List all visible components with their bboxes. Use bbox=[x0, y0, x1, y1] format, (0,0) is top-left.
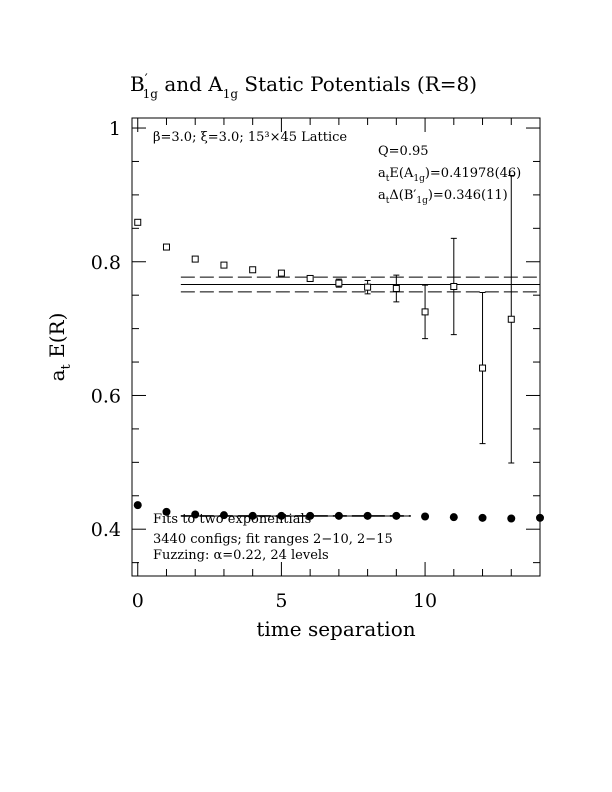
title-end: Static Potentials (R=8) bbox=[238, 72, 477, 96]
ylabel-a: a bbox=[45, 369, 69, 381]
plot-frame bbox=[131, 117, 541, 577]
square-marker bbox=[392, 284, 400, 292]
square-marker bbox=[249, 266, 257, 274]
x-axis-title: time separation bbox=[256, 617, 415, 641]
y-axis-title: at E(R) bbox=[45, 313, 74, 382]
data-point bbox=[277, 269, 285, 277]
square-marker bbox=[162, 243, 170, 251]
data-point bbox=[306, 274, 314, 282]
data-point bbox=[364, 279, 372, 295]
ylabel-sub: t bbox=[59, 363, 74, 369]
data-point bbox=[450, 237, 458, 336]
data-point bbox=[134, 218, 142, 226]
data-point bbox=[507, 514, 516, 523]
circle-marker bbox=[334, 511, 343, 520]
circle-marker bbox=[191, 510, 200, 519]
square-marker bbox=[507, 315, 515, 323]
annotation-fit-line1: Fits to two exponentials bbox=[153, 512, 311, 527]
data-point bbox=[421, 284, 429, 340]
annotation-gap: atΔ(B′1g)=0.346(11) bbox=[378, 188, 508, 206]
title-prime: ′ bbox=[145, 72, 148, 87]
data-point bbox=[191, 510, 200, 519]
square-marker bbox=[220, 261, 228, 269]
data-point bbox=[335, 278, 343, 288]
square-marker bbox=[450, 282, 458, 290]
x-tick-label: 5 bbox=[275, 590, 287, 612]
title-b: B bbox=[130, 72, 145, 96]
axis-ticks bbox=[132, 118, 541, 576]
axis-tick-labels: 0 5 10 0.4 0.6 0.8 1 bbox=[91, 118, 437, 612]
square-marker bbox=[191, 255, 199, 263]
data-point bbox=[449, 513, 458, 522]
title-mid: and A bbox=[158, 72, 223, 96]
annotation-fit-line3: Fuzzing: α=0.22, 24 levels bbox=[153, 548, 329, 563]
y-tick-label: 0.8 bbox=[91, 252, 121, 274]
circle-marker bbox=[162, 507, 171, 516]
data-point bbox=[334, 511, 343, 520]
square-marker bbox=[277, 269, 285, 277]
title-sub2: 1g bbox=[223, 87, 239, 101]
data-point bbox=[277, 511, 286, 520]
square-marker bbox=[306, 274, 314, 282]
circle-marker bbox=[277, 511, 286, 520]
circle-marker bbox=[421, 512, 430, 521]
data-point bbox=[162, 243, 170, 251]
data-point bbox=[507, 175, 515, 464]
circle-marker bbox=[363, 511, 372, 520]
x-tick-label: 0 bbox=[132, 590, 144, 612]
annotation-q: Q=0.95 bbox=[378, 144, 429, 159]
data-point bbox=[162, 507, 171, 516]
circle-marker bbox=[507, 514, 516, 523]
annotation-energy: atE(A1g)=0.41978(46) bbox=[378, 166, 521, 184]
circle-marker bbox=[133, 501, 142, 510]
annotation-fit-line2: 3440 configs; fit ranges 2−10, 2−15 bbox=[153, 532, 393, 547]
circle-marker bbox=[219, 511, 228, 520]
square-marker bbox=[134, 218, 142, 226]
ylabel-rest: E(R) bbox=[45, 313, 69, 365]
chart-title: B′ 1g and A1g Static Potentials (R=8) bbox=[130, 72, 477, 101]
data-point bbox=[220, 261, 228, 269]
annotation-params: β=3.0; ξ=3.0; 15³×45 Lattice bbox=[153, 130, 347, 145]
circle-marker bbox=[306, 511, 315, 520]
data-point bbox=[392, 511, 401, 520]
square-marker bbox=[364, 283, 372, 291]
data-points bbox=[133, 175, 544, 523]
data-point bbox=[479, 292, 487, 445]
circle-marker bbox=[248, 511, 257, 520]
circle-marker bbox=[536, 513, 544, 522]
data-point bbox=[191, 255, 199, 263]
data-point bbox=[133, 501, 142, 510]
y-tick-label: 1 bbox=[109, 118, 121, 140]
circle-marker bbox=[392, 511, 401, 520]
data-point bbox=[363, 511, 372, 520]
data-point bbox=[392, 274, 400, 303]
square-marker bbox=[421, 308, 429, 316]
x-tick-label: 10 bbox=[413, 590, 437, 612]
title-sub1: 1g bbox=[143, 87, 159, 101]
fit-bands bbox=[180, 276, 540, 517]
circle-marker bbox=[478, 513, 487, 522]
y-tick-label: 0.4 bbox=[91, 519, 121, 541]
circle-marker bbox=[449, 513, 458, 522]
data-point bbox=[478, 513, 487, 522]
data-point bbox=[219, 511, 228, 520]
data-point bbox=[421, 512, 430, 521]
y-tick-label: 0.6 bbox=[91, 385, 121, 407]
data-point bbox=[536, 513, 544, 522]
square-marker bbox=[479, 364, 487, 372]
data-point bbox=[248, 511, 257, 520]
data-point bbox=[306, 511, 315, 520]
data-point bbox=[249, 266, 257, 274]
square-marker bbox=[335, 279, 343, 287]
